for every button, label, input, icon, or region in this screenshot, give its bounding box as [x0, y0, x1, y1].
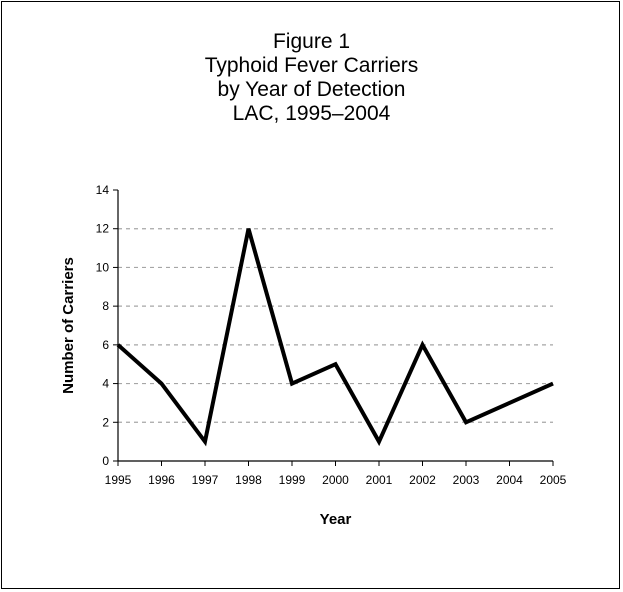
x-tick-label: 2004 — [496, 473, 523, 487]
series-line-0 — [116, 228, 554, 447]
title-line-3: by Year of Detection — [217, 78, 406, 101]
y-tick-label: 6 — [102, 338, 109, 352]
x-tick-label: 2000 — [322, 473, 349, 487]
title-line-1: Figure 1 — [272, 30, 351, 53]
title-line-4: LAC, 1995–2004 — [232, 102, 391, 125]
x-tick-label: 1996 — [148, 473, 175, 487]
y-tick-label: 10 — [96, 260, 110, 274]
series-layer — [116, 228, 554, 447]
x-tick-label: 1995 — [105, 473, 132, 487]
y-tick-labels: 0 2 4 6 8 10 12 14 — [96, 183, 110, 468]
y-tick-label: 4 — [102, 377, 109, 391]
x-tick-label: 2003 — [453, 473, 480, 487]
y-tick-label: 0 — [102, 454, 109, 468]
y-tick-label: 14 — [96, 183, 110, 197]
title-line-2: Typhoid Fever Carriers — [204, 54, 419, 77]
axes — [113, 189, 554, 466]
x-tick-label: 2002 — [409, 473, 436, 487]
x-tick-label: 1999 — [279, 473, 306, 487]
chart-title: Figure 1 Typhoid Fever Carriers by Year … — [0, 30, 623, 126]
gridlines — [118, 228, 553, 423]
y-tick-label: 8 — [102, 299, 109, 313]
x-tick-label: 1998 — [235, 473, 262, 487]
y-axis-title: Number of Carriers — [60, 257, 77, 394]
y-tick-label: 12 — [96, 222, 110, 236]
x-axis-title: Year — [320, 511, 352, 528]
x-tick-labels: 1995 1996 1997 1998 1999 2000 2001 2002 2003 2004… — [105, 473, 567, 487]
x-tick-label: 1997 — [192, 473, 219, 487]
x-tick-label: 2001 — [366, 473, 393, 487]
y-tick-label: 2 — [102, 415, 109, 429]
x-tick-label: 2005 — [540, 473, 567, 487]
